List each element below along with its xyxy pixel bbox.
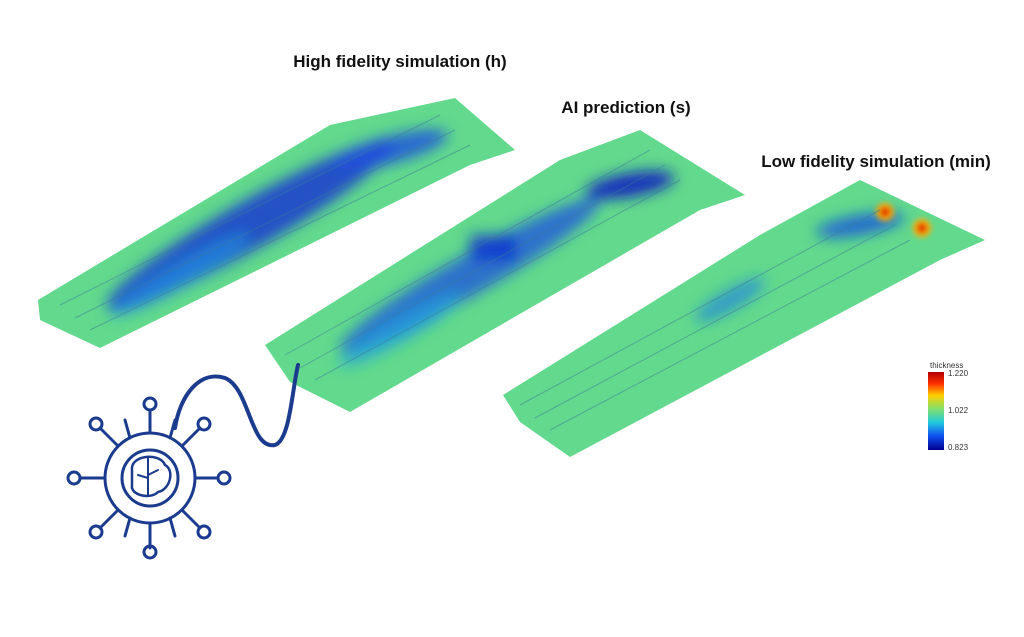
colorbar-title: thickness [930,361,963,370]
sheet-high-fidelity [38,98,515,348]
label: High fidelity simulation (h) [293,52,506,71]
ai-chip-icon [66,363,300,560]
colorbar: thickness 1.220 1.022 0.823 [928,361,969,452]
colorbar-label: 1.220 [948,369,969,378]
sheet-low-fidelity [503,180,985,457]
sheet-ai-prediction [265,130,745,412]
label: AI prediction (s) [561,98,690,117]
label: Low fidelity simulation (min) [761,152,991,171]
colorbar-label: 1.022 [948,406,969,415]
colorbar-label: 0.823 [948,443,969,452]
colorbar-scale [928,372,944,450]
